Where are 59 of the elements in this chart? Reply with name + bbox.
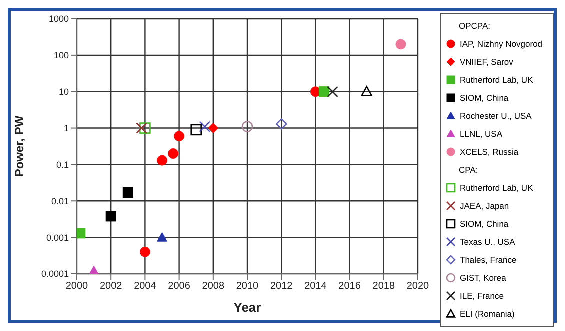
x-tick-label: 2006: [168, 281, 191, 292]
legend-label: Rutherford Lab, UK: [460, 183, 534, 193]
point: [77, 228, 86, 239]
point: [276, 118, 288, 130]
y-tick-label: 0.01: [51, 196, 69, 206]
point: [199, 121, 211, 132]
legend-label: IAP, Nizhny Novgorod: [460, 39, 543, 49]
legend-label: GIST, Korea: [460, 273, 506, 283]
y-tick-label: 0.1: [56, 160, 69, 170]
x-tick-label: 2008: [202, 281, 225, 292]
text: CPA:: [458, 164, 480, 177]
x-axis-title: Year: [234, 300, 262, 315]
y-tick-label: 10: [58, 87, 69, 98]
y-axis-title: Power, PW: [12, 115, 26, 178]
x-tick-label: 2000: [66, 281, 89, 292]
y-tick-label: 0.0001: [41, 269, 69, 280]
legend-label: SIOM, China: [460, 93, 509, 103]
legend-label: VNIIEF, Sarov: [460, 57, 514, 67]
x-tick-label: 2002: [100, 281, 123, 292]
point: [157, 232, 168, 242]
point: [190, 124, 202, 136]
point: [208, 123, 219, 134]
point: [140, 246, 150, 258]
x-tick-label: 2018: [372, 281, 396, 292]
point: [88, 266, 100, 274]
y-tick-label: 1: [64, 123, 69, 134]
legend-label: SIOM, China: [460, 219, 509, 229]
point: [140, 122, 151, 134]
legend-title: OPCPA:: [458, 20, 492, 33]
point: [136, 122, 148, 134]
x-tick-label: 2012: [270, 281, 294, 292]
point: [106, 211, 116, 222]
point: [327, 86, 338, 98]
point: [174, 131, 185, 142]
x-tick-label: 2020: [406, 281, 430, 292]
legend-label: Rochester U., USA: [460, 111, 532, 121]
legend-label: JAEA, Japan: [460, 201, 510, 211]
x-tick-label: 2004: [134, 281, 157, 292]
point: [318, 86, 330, 98]
y-tick-label: 100: [54, 50, 69, 61]
y-tick-label: 1000: [48, 14, 69, 24]
legend-label: ILE, France: [460, 291, 504, 301]
y-tick-label: 0.001: [46, 232, 69, 243]
legend-label: Thales, France: [460, 255, 517, 265]
legend-label: XCELS, Russia: [460, 147, 519, 157]
legend-label: Texas U., USA: [460, 237, 516, 247]
point: [396, 39, 406, 50]
point: [242, 121, 254, 132]
point: [122, 188, 134, 198]
point: [361, 86, 372, 97]
x-tick-label: 2010: [236, 281, 260, 292]
x-tick-label: 2014: [304, 281, 328, 292]
legend-label: LLNL, USA: [460, 129, 503, 139]
x-tick-label: 2016: [338, 281, 362, 292]
point: [168, 148, 179, 159]
legend-label: Rutherford Lab, UK: [460, 75, 534, 85]
legend-label: ELI (Romania): [460, 309, 515, 319]
point: [310, 86, 321, 98]
point: [157, 155, 168, 166]
